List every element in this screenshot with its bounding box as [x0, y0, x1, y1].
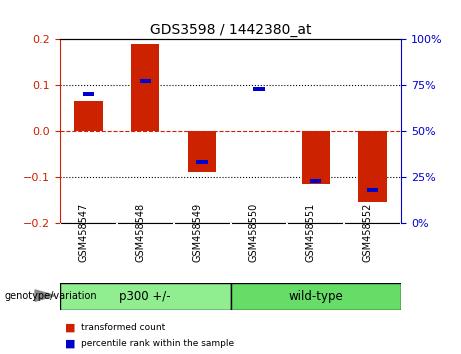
Text: genotype/variation: genotype/variation: [5, 291, 97, 301]
Bar: [196, 160, 208, 164]
Text: GSM458550: GSM458550: [249, 202, 259, 262]
Bar: [83, 92, 94, 96]
Bar: [310, 179, 321, 183]
Text: percentile rank within the sample: percentile rank within the sample: [81, 339, 234, 348]
Text: ■: ■: [65, 322, 75, 332]
Bar: [230, 283, 401, 310]
Text: GSM458551: GSM458551: [306, 202, 316, 262]
Bar: [188, 131, 216, 172]
Text: GSM458552: GSM458552: [363, 202, 372, 262]
Bar: [60, 283, 230, 310]
Text: p300 +/-: p300 +/-: [119, 290, 171, 303]
Text: GSM458547: GSM458547: [78, 202, 89, 262]
Polygon shape: [35, 290, 55, 301]
Text: GSM458548: GSM458548: [135, 202, 145, 262]
Bar: [253, 87, 265, 91]
Text: GSM458549: GSM458549: [192, 202, 202, 262]
Bar: [131, 44, 160, 131]
Bar: [367, 188, 378, 192]
Bar: [301, 131, 330, 184]
Bar: [140, 79, 151, 83]
Text: wild-type: wild-type: [289, 290, 343, 303]
Bar: [74, 101, 102, 131]
Text: GDS3598 / 1442380_at: GDS3598 / 1442380_at: [150, 23, 311, 37]
Text: transformed count: transformed count: [81, 323, 165, 332]
Bar: [358, 131, 387, 202]
Text: ■: ■: [65, 338, 75, 348]
